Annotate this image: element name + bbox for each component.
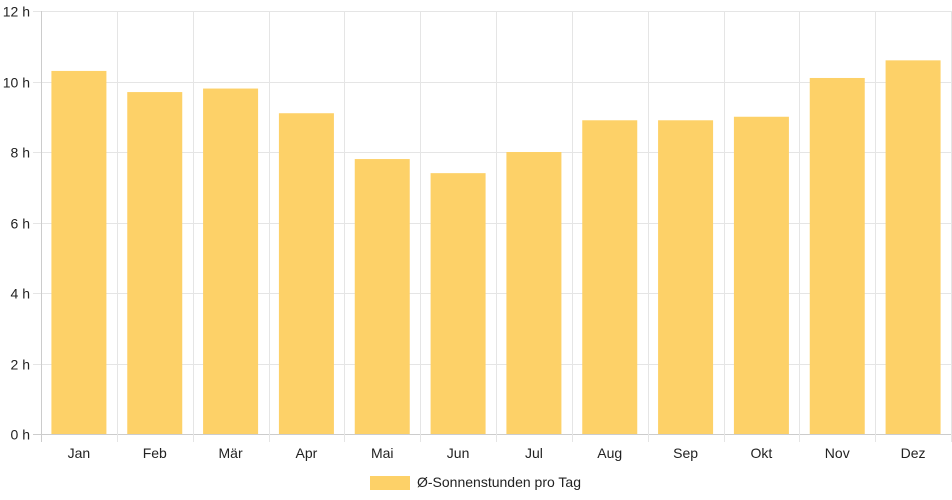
grid-lines <box>33 11 952 442</box>
x-tick-label: Mai <box>371 445 394 461</box>
bar-sep[interactable] <box>658 120 714 435</box>
y-tick-label: 10 h <box>3 75 30 91</box>
bar-jul[interactable] <box>506 152 562 434</box>
bar-aug[interactable] <box>582 120 638 435</box>
y-tick-label: 8 h <box>11 145 30 161</box>
bar-mär[interactable] <box>203 88 259 435</box>
bar-mai[interactable] <box>354 159 410 435</box>
chart-legend[interactable]: Ø-Sonnenstunden pro Tag <box>370 474 581 490</box>
y-tick-label: 6 h <box>11 216 30 232</box>
legend-label: Ø-Sonnenstunden pro Tag <box>417 474 581 490</box>
x-tick-label: Jul <box>525 445 543 461</box>
x-tick-label: Feb <box>143 445 167 461</box>
x-tick-label: Jan <box>68 445 91 461</box>
x-tick-label: Mär <box>219 445 243 461</box>
bar-jun[interactable] <box>430 173 486 434</box>
bar-dez[interactable] <box>885 60 941 434</box>
x-tick-label: Jun <box>447 445 470 461</box>
bar-jan[interactable] <box>51 70 107 435</box>
y-tick-label: 2 h <box>11 357 30 373</box>
y-tick-label: 4 h <box>11 286 30 302</box>
x-tick-label: Apr <box>296 445 318 461</box>
x-tick-label: Aug <box>597 445 622 461</box>
chart-axes: 0 h 2 h 4 h 6 h 8 h 10 h 12 h Jan Feb Mär Apr Mai Ju… <box>3 4 926 462</box>
bar-okt[interactable] <box>733 116 789 434</box>
y-tick-label: 12 h <box>3 4 30 20</box>
bar-nov[interactable] <box>809 77 865 434</box>
x-tick-label: Sep <box>673 445 698 461</box>
bar-feb[interactable] <box>127 92 183 434</box>
chart-bars <box>51 60 941 435</box>
x-tick-label: Nov <box>825 445 850 461</box>
legend-swatch <box>370 476 410 490</box>
y-tick-label: 0 h <box>11 427 30 443</box>
bar-apr[interactable] <box>278 113 334 434</box>
x-tick-label: Dez <box>901 445 926 461</box>
x-tick-label: Okt <box>751 445 773 461</box>
